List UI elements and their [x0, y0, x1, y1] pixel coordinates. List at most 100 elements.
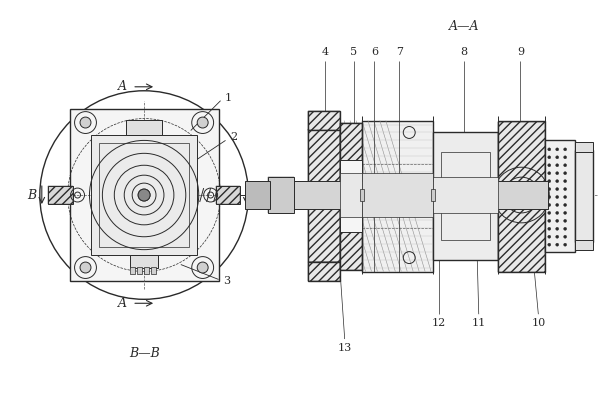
Circle shape	[563, 243, 566, 246]
Bar	[362, 173, 433, 217]
Text: 13: 13	[338, 343, 352, 353]
Circle shape	[548, 227, 551, 230]
Circle shape	[556, 204, 559, 206]
Circle shape	[548, 172, 551, 175]
Circle shape	[548, 196, 551, 198]
Circle shape	[563, 156, 566, 159]
Circle shape	[548, 243, 551, 246]
Text: 8: 8	[460, 47, 467, 57]
Bar	[308, 262, 340, 282]
Bar	[497, 209, 545, 272]
Bar	[575, 142, 593, 152]
Circle shape	[563, 172, 566, 175]
Circle shape	[548, 204, 551, 206]
Text: B: B	[252, 188, 261, 202]
Circle shape	[80, 262, 91, 273]
Text: 5: 5	[350, 47, 357, 57]
Circle shape	[556, 148, 559, 151]
Circle shape	[548, 188, 551, 190]
Bar	[497, 120, 545, 272]
Bar	[340, 160, 362, 232]
Bar	[340, 173, 362, 217]
Bar	[215, 186, 241, 204]
Text: 1: 1	[225, 93, 232, 103]
Bar	[48, 186, 73, 204]
Circle shape	[197, 117, 208, 128]
Circle shape	[548, 164, 551, 167]
Bar	[137, 266, 142, 274]
Circle shape	[556, 212, 559, 214]
Text: 3: 3	[223, 276, 230, 286]
Circle shape	[556, 243, 559, 246]
Circle shape	[548, 219, 551, 222]
Bar	[433, 132, 497, 260]
Text: B—B: B—B	[129, 348, 160, 360]
Bar	[144, 266, 149, 274]
Circle shape	[556, 235, 559, 238]
Bar	[290, 181, 548, 209]
Text: 7: 7	[396, 47, 403, 57]
Text: 10: 10	[531, 318, 545, 328]
Circle shape	[563, 188, 566, 190]
Bar	[70, 109, 218, 282]
Bar	[151, 266, 156, 274]
Bar	[575, 240, 593, 250]
Circle shape	[556, 227, 559, 230]
Circle shape	[548, 180, 551, 183]
Text: 4: 4	[321, 47, 328, 57]
Circle shape	[563, 219, 566, 222]
Bar	[130, 255, 158, 268]
Circle shape	[556, 164, 559, 167]
Bar	[91, 136, 197, 255]
Circle shape	[548, 212, 551, 214]
Bar	[308, 111, 340, 130]
Text: 6: 6	[371, 47, 378, 57]
Bar	[126, 120, 162, 136]
Circle shape	[138, 189, 150, 201]
Bar	[268, 177, 294, 213]
Bar	[245, 181, 270, 209]
Bar	[100, 143, 189, 247]
Bar	[308, 128, 340, 262]
Bar	[497, 122, 545, 184]
Circle shape	[563, 148, 566, 151]
Bar	[362, 120, 433, 272]
Text: 9: 9	[517, 47, 524, 57]
Text: B: B	[28, 188, 37, 202]
Circle shape	[563, 164, 566, 167]
Bar	[340, 122, 362, 270]
Circle shape	[563, 235, 566, 238]
Bar	[268, 177, 294, 213]
Circle shape	[556, 219, 559, 222]
Circle shape	[548, 148, 551, 151]
Text: A—A: A—A	[449, 20, 479, 33]
Bar	[340, 122, 362, 270]
Circle shape	[563, 204, 566, 206]
Bar	[431, 189, 435, 201]
Bar	[308, 111, 340, 130]
Bar	[130, 266, 135, 274]
Bar	[359, 189, 364, 201]
Circle shape	[556, 196, 559, 198]
Text: 11: 11	[472, 318, 486, 328]
Circle shape	[80, 117, 91, 128]
Text: 12: 12	[432, 318, 446, 328]
Bar	[545, 140, 575, 252]
Bar	[433, 177, 497, 213]
Text: A: A	[118, 297, 127, 310]
Text: 2: 2	[230, 132, 237, 142]
Circle shape	[197, 262, 208, 273]
Bar	[308, 128, 340, 262]
Bar	[48, 186, 73, 204]
Circle shape	[563, 180, 566, 183]
Circle shape	[556, 188, 559, 190]
Circle shape	[556, 180, 559, 183]
Circle shape	[563, 196, 566, 198]
Text: A: A	[118, 80, 127, 93]
Circle shape	[548, 156, 551, 159]
Circle shape	[556, 172, 559, 175]
Circle shape	[514, 187, 529, 203]
Bar	[215, 186, 241, 204]
Bar	[441, 152, 490, 240]
Circle shape	[563, 227, 566, 230]
